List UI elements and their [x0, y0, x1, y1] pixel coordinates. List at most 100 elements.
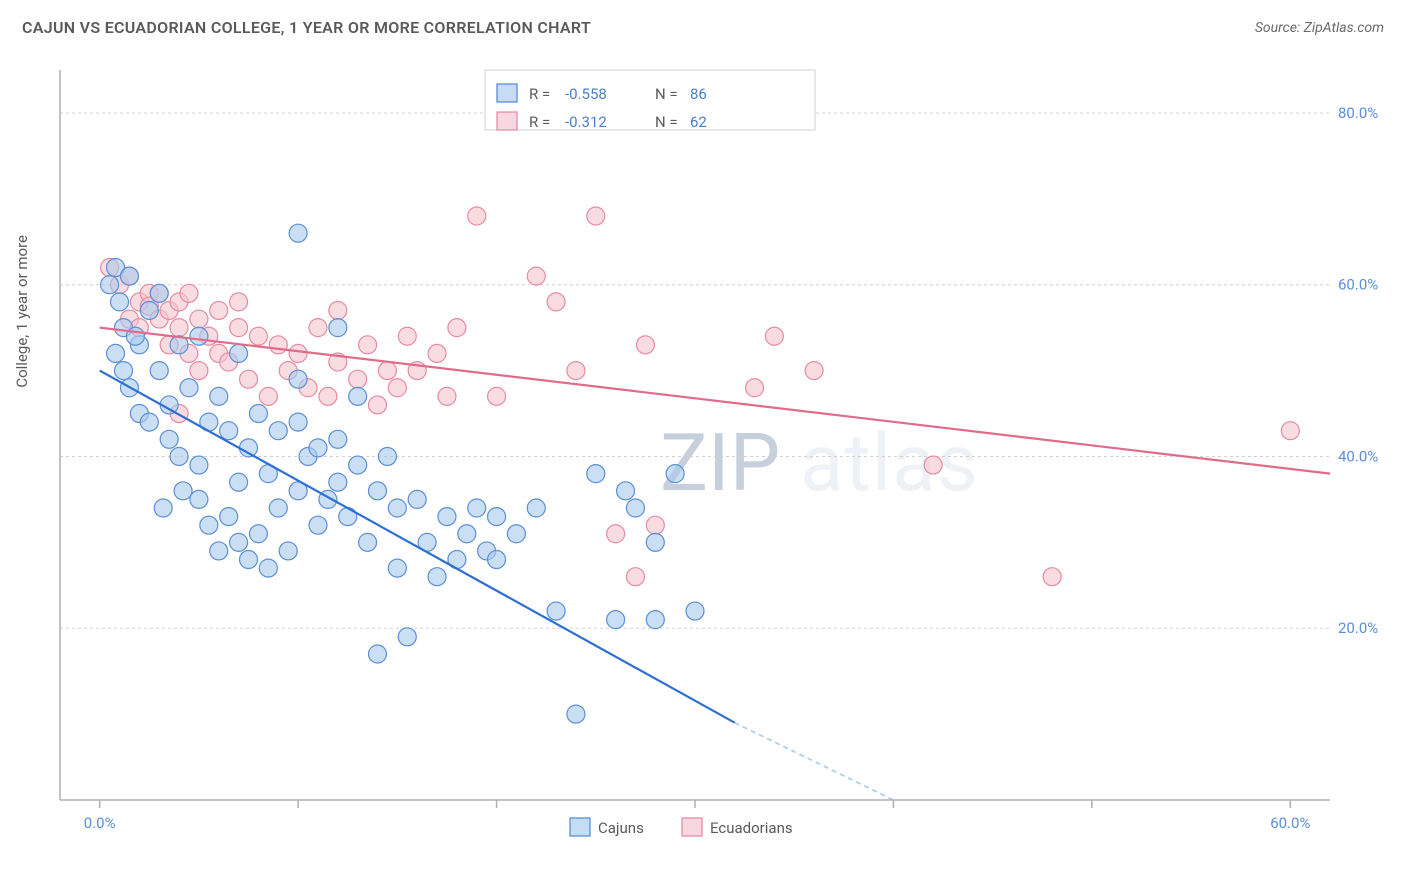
data-point	[309, 319, 327, 337]
data-point	[210, 301, 228, 319]
source-label: Source: ZipAtlas.com	[1255, 20, 1384, 36]
legend-r-label: R =	[529, 85, 550, 103]
y-tick-label: 40.0%	[1338, 447, 1378, 465]
data-point	[120, 267, 138, 285]
data-point	[126, 327, 144, 345]
data-point	[378, 362, 396, 380]
data-point	[349, 387, 367, 405]
data-point	[210, 387, 228, 405]
legend-series-label: Cajuns	[598, 819, 644, 837]
legend-n-value: 62	[690, 113, 707, 131]
y-tick-label: 80.0%	[1338, 104, 1378, 122]
data-point	[398, 628, 416, 646]
data-point	[230, 473, 248, 491]
data-point	[190, 327, 208, 345]
trendline-cajuns	[100, 371, 735, 723]
data-point	[289, 224, 307, 242]
data-point	[636, 336, 654, 354]
watermark: atlas	[800, 416, 979, 510]
data-point	[101, 276, 119, 294]
y-axis-label: College, 1 year or more	[13, 235, 31, 388]
data-point	[686, 602, 704, 620]
data-point	[666, 465, 684, 483]
watermark: ZIP	[660, 416, 780, 510]
data-point	[398, 327, 416, 345]
data-point	[339, 508, 357, 526]
data-point	[329, 473, 347, 491]
data-point	[646, 533, 664, 551]
legend-swatch	[570, 818, 590, 836]
data-point	[190, 490, 208, 508]
data-point	[388, 379, 406, 397]
legend-r-label: R =	[529, 113, 550, 131]
legend-r-value: -0.558	[565, 85, 607, 103]
data-point	[319, 387, 337, 405]
data-point	[587, 465, 605, 483]
data-point	[230, 344, 248, 362]
data-point	[448, 319, 466, 337]
data-point	[359, 336, 377, 354]
data-point	[408, 490, 426, 508]
data-point	[488, 551, 506, 569]
data-point	[359, 533, 377, 551]
data-point	[269, 499, 287, 517]
data-point	[269, 336, 287, 354]
data-point	[230, 319, 248, 337]
data-point	[617, 482, 635, 500]
data-point	[349, 370, 367, 388]
data-point	[1043, 568, 1061, 586]
data-point	[174, 482, 192, 500]
legend-n-label: N =	[655, 85, 678, 103]
data-point	[309, 439, 327, 457]
data-point	[547, 602, 565, 620]
data-point	[230, 293, 248, 311]
x-tick-label: 60.0%	[1270, 814, 1310, 832]
data-point	[329, 319, 347, 337]
data-point	[170, 447, 188, 465]
data-point	[210, 542, 228, 560]
data-point	[240, 370, 258, 388]
legend-n-value: 86	[690, 85, 707, 103]
data-point	[170, 319, 188, 337]
data-point	[150, 284, 168, 302]
data-point	[438, 387, 456, 405]
legend-swatch	[682, 818, 702, 836]
legend-series-label: Ecuadorians	[710, 819, 793, 837]
legend-n-label: N =	[655, 113, 678, 131]
data-point	[458, 525, 476, 543]
data-point	[220, 508, 238, 526]
data-point	[140, 301, 158, 319]
data-point	[547, 293, 565, 311]
data-point	[388, 559, 406, 577]
data-point	[289, 370, 307, 388]
data-point	[180, 379, 198, 397]
data-point	[924, 456, 942, 474]
data-point	[249, 405, 267, 423]
data-point	[289, 344, 307, 362]
data-point	[765, 327, 783, 345]
data-point	[249, 327, 267, 345]
data-point	[349, 456, 367, 474]
data-point	[249, 525, 267, 543]
data-point	[329, 301, 347, 319]
data-point	[488, 387, 506, 405]
data-point	[428, 344, 446, 362]
data-point	[240, 551, 258, 569]
data-point	[329, 430, 347, 448]
data-point	[378, 447, 396, 465]
data-point	[805, 362, 823, 380]
chart-container: College, 1 year or more ZIPatlas 20.0%40…	[40, 60, 1380, 850]
data-point	[259, 387, 277, 405]
data-point	[180, 284, 198, 302]
data-point	[587, 207, 605, 225]
data-point	[107, 344, 125, 362]
data-point	[200, 516, 218, 534]
data-point	[220, 422, 238, 440]
data-point	[626, 568, 644, 586]
correlation-chart: ZIPatlas 20.0%40.0%60.0%80.0% 0.0%60.0% …	[40, 60, 1380, 850]
data-point	[567, 705, 585, 723]
y-tick-label: 60.0%	[1338, 276, 1378, 294]
data-point	[230, 533, 248, 551]
data-point	[115, 362, 133, 380]
data-point	[388, 499, 406, 517]
